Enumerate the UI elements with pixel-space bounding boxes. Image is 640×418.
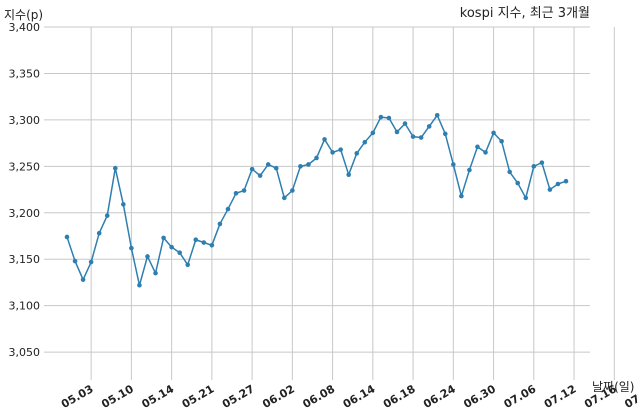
data-point (137, 282, 142, 288)
data-point (233, 190, 239, 196)
data-point (507, 169, 512, 175)
data-point (467, 167, 472, 173)
x-tick-label: 06.30 (461, 382, 498, 411)
x-tick-label: 06.02 (260, 382, 297, 411)
data-point (442, 131, 448, 137)
data-point (338, 147, 343, 152)
data-point (265, 162, 271, 167)
data-point (346, 172, 351, 178)
data-point (362, 139, 368, 145)
data-point (410, 134, 416, 139)
data-point (225, 206, 231, 212)
data-point (451, 162, 456, 167)
data-point (169, 244, 174, 250)
data-point (370, 130, 376, 136)
data-point (185, 262, 191, 268)
data-point (386, 115, 392, 121)
y-tick-label: 3,050 (9, 346, 41, 359)
x-tick-label: 05.10 (99, 382, 136, 411)
data-point (177, 250, 182, 256)
data-point (112, 165, 118, 171)
data-point (241, 188, 247, 193)
data-point (547, 187, 553, 192)
series-points (64, 112, 569, 288)
data-point (499, 138, 504, 144)
data-point (475, 144, 480, 150)
series-line (66, 114, 567, 286)
x-tick-label: 06.18 (381, 382, 418, 411)
data-point (434, 112, 440, 118)
x-tick-label: 06.08 (300, 382, 337, 411)
y-tick-label: 3,150 (9, 253, 41, 266)
data-point (531, 164, 537, 169)
data-point (563, 178, 569, 184)
data-point (257, 173, 263, 178)
data-point (249, 166, 255, 172)
x-tick-label: 05.14 (139, 382, 176, 411)
data-point (459, 193, 464, 199)
data-point (515, 180, 521, 186)
x-tick-label: 05.27 (220, 382, 257, 411)
data-point (64, 234, 70, 240)
data-point (418, 135, 424, 140)
grid (44, 26, 615, 380)
data-point (402, 121, 408, 126)
x-tick-label: 06.24 (421, 382, 458, 411)
data-point (314, 155, 319, 161)
x-tick-label: 07.06 (502, 382, 539, 411)
data-point (354, 151, 360, 156)
data-point (555, 181, 561, 187)
data-point (273, 165, 279, 171)
data-point (483, 150, 488, 155)
data-point (121, 202, 126, 207)
data-point (322, 137, 327, 142)
y-tick-label: 3,100 (9, 300, 41, 313)
data-point (394, 129, 400, 135)
x-tick-label: 05.21 (180, 382, 217, 411)
x-tick-label: 05.03 (59, 382, 96, 411)
y-tick-label: 3,200 (9, 207, 41, 220)
data-point (290, 188, 295, 193)
y-tick-label: 3,400 (9, 21, 41, 34)
x-tick-label: 07.12 (542, 382, 579, 411)
data-point (209, 243, 215, 248)
data-point (80, 277, 86, 282)
x-axis-ticks: 05.03 05.10 05.14 05.21 05.27 06.02 06.08 06.14… (59, 382, 640, 411)
data-point (153, 270, 158, 276)
y-tick-label: 3,250 (9, 160, 41, 173)
data-point (104, 213, 110, 218)
data-point (298, 164, 303, 169)
data-point (96, 230, 102, 236)
data-point (88, 259, 94, 265)
x-axis-label: 날짜(일) (592, 380, 634, 394)
data-point (306, 162, 311, 167)
data-point (426, 124, 432, 129)
data-point (201, 240, 207, 245)
data-point (378, 114, 384, 120)
data-point (491, 130, 496, 136)
y-axis-label: 지수(p) (4, 8, 43, 22)
x-tick-label: 06.14 (341, 382, 378, 411)
data-point (129, 245, 134, 251)
data-point (145, 254, 150, 259)
series-line-path (66, 114, 567, 286)
y-tick-label: 3,350 (9, 67, 41, 80)
data-point (282, 195, 287, 201)
data-point (161, 235, 166, 241)
data-point (539, 160, 545, 165)
data-point (193, 237, 199, 243)
chart-title: kospi 지수, 최근 3개월 (460, 6, 590, 21)
data-point (330, 150, 335, 155)
data-point (217, 221, 223, 227)
data-point (72, 258, 78, 264)
y-axis-ticks: 3,050 3,100 3,150 3,200 3,250 3,300 3,350 3,400 (9, 21, 41, 359)
y-tick-label: 3,300 (9, 114, 41, 127)
data-point (523, 195, 529, 201)
